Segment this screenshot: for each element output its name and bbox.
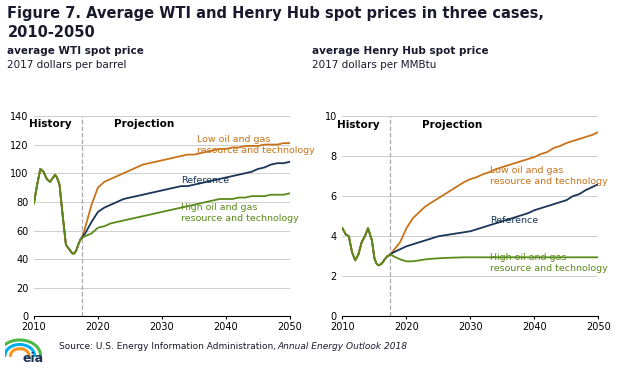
Text: History: History <box>28 119 71 129</box>
Text: Reference: Reference <box>181 176 230 185</box>
Text: Figure 7. Average WTI and Henry Hub spot prices in three cases,: Figure 7. Average WTI and Henry Hub spot… <box>7 6 544 21</box>
Text: Low oil and gas
resource and technology: Low oil and gas resource and technology <box>197 135 315 155</box>
Text: Low oil and gas
resource and technology: Low oil and gas resource and technology <box>490 166 607 186</box>
Text: Annual Energy Outlook 2018: Annual Energy Outlook 2018 <box>278 343 408 351</box>
Text: History: History <box>337 120 379 130</box>
Text: 2017 dollars per MMBtu: 2017 dollars per MMBtu <box>312 60 437 70</box>
Text: 2017 dollars per barrel: 2017 dollars per barrel <box>7 60 127 70</box>
Text: High oil and gas
resource and technology: High oil and gas resource and technology <box>490 253 607 273</box>
Text: Reference: Reference <box>490 216 538 225</box>
Text: High oil and gas
resource and technology: High oil and gas resource and technology <box>181 203 299 223</box>
Text: average Henry Hub spot price: average Henry Hub spot price <box>312 46 489 56</box>
Text: eia: eia <box>22 352 44 365</box>
Text: 2010-2050: 2010-2050 <box>7 25 95 40</box>
Text: average WTI spot price: average WTI spot price <box>7 46 144 56</box>
Text: Projection: Projection <box>423 120 482 130</box>
Text: Projection: Projection <box>114 119 174 129</box>
Text: Source: U.S. Energy Information Administration,: Source: U.S. Energy Information Administ… <box>59 343 278 351</box>
